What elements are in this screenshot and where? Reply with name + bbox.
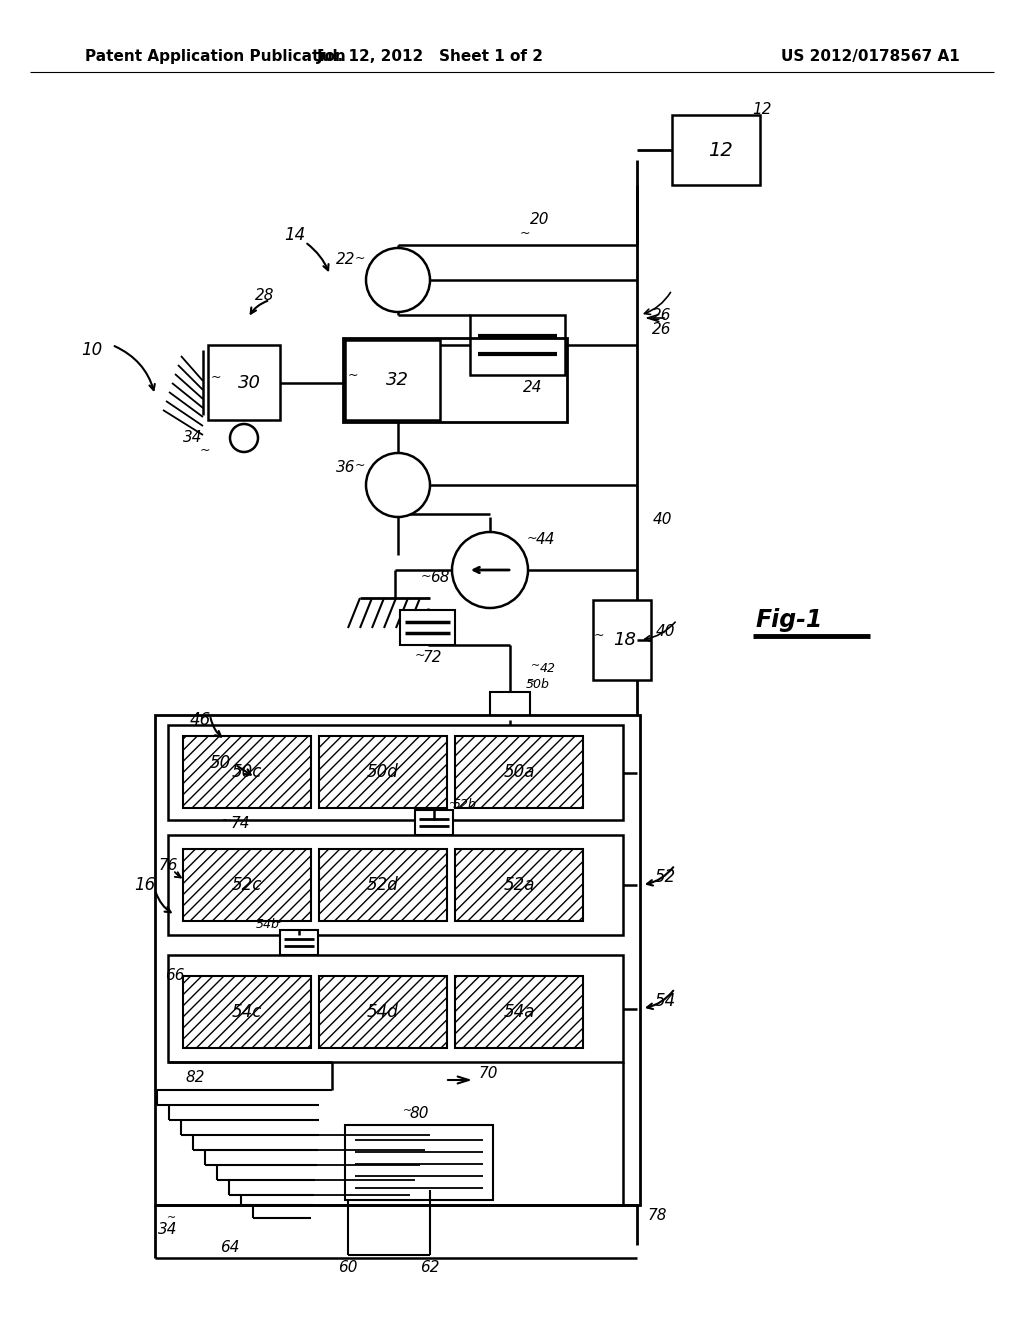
Text: 46: 46 xyxy=(189,711,211,729)
Text: ~: ~ xyxy=(531,661,541,671)
Text: 40: 40 xyxy=(652,512,672,528)
Circle shape xyxy=(230,424,258,451)
Text: 12: 12 xyxy=(753,103,772,117)
Text: 14: 14 xyxy=(285,226,305,244)
Bar xyxy=(208,345,280,420)
Text: 68: 68 xyxy=(430,570,450,586)
Text: 74: 74 xyxy=(230,816,250,830)
Text: 12: 12 xyxy=(708,140,733,160)
Text: US 2012/0178567 A1: US 2012/0178567 A1 xyxy=(781,49,961,65)
Text: 54d: 54d xyxy=(368,1003,399,1020)
Bar xyxy=(319,849,447,921)
Text: 22: 22 xyxy=(336,252,355,268)
Text: 52c: 52c xyxy=(231,876,262,894)
Bar xyxy=(155,715,640,1205)
Text: ~: ~ xyxy=(221,813,231,826)
Text: ~: ~ xyxy=(449,799,458,809)
Bar xyxy=(280,931,318,954)
Text: ~: ~ xyxy=(200,444,210,457)
Bar xyxy=(490,692,530,719)
Text: 24: 24 xyxy=(522,380,543,395)
Text: 34: 34 xyxy=(159,1222,178,1238)
Text: ~: ~ xyxy=(211,371,221,384)
Bar xyxy=(168,836,623,935)
Bar xyxy=(415,810,453,836)
Text: ~: ~ xyxy=(415,648,425,661)
Text: 50b: 50b xyxy=(526,677,550,690)
Text: 50d: 50d xyxy=(368,763,399,781)
Bar xyxy=(593,601,651,680)
Text: ~: ~ xyxy=(527,677,537,686)
Bar xyxy=(345,341,440,420)
Circle shape xyxy=(366,248,430,312)
Text: 70: 70 xyxy=(478,1065,498,1081)
Text: 64: 64 xyxy=(220,1241,240,1255)
Text: 32: 32 xyxy=(386,371,409,389)
Text: 42: 42 xyxy=(540,661,556,675)
Bar xyxy=(455,737,583,808)
Text: 76: 76 xyxy=(159,858,178,873)
Bar xyxy=(168,725,623,820)
Bar xyxy=(672,115,760,185)
Text: 52d: 52d xyxy=(368,876,399,894)
Circle shape xyxy=(366,453,430,517)
Text: ~: ~ xyxy=(421,569,431,582)
Text: 44: 44 xyxy=(536,532,555,548)
Bar xyxy=(168,954,623,1063)
Bar xyxy=(183,849,311,921)
Bar xyxy=(343,338,567,422)
Text: 72: 72 xyxy=(423,649,442,664)
Bar xyxy=(345,1125,493,1200)
Circle shape xyxy=(452,532,528,609)
Bar xyxy=(455,849,583,921)
Text: 54: 54 xyxy=(654,991,676,1010)
Text: 10: 10 xyxy=(81,341,102,359)
Text: 66: 66 xyxy=(165,968,184,982)
Text: 62: 62 xyxy=(420,1259,439,1275)
Text: 50: 50 xyxy=(209,754,230,771)
Text: 28: 28 xyxy=(255,288,274,302)
Text: 16: 16 xyxy=(134,876,156,894)
Text: Patent Application Publication: Patent Application Publication xyxy=(85,49,346,65)
Text: Fig-1: Fig-1 xyxy=(755,609,822,632)
Text: 20: 20 xyxy=(530,213,550,227)
Text: 18: 18 xyxy=(613,631,636,649)
Text: 52b: 52b xyxy=(453,799,477,812)
Text: 78: 78 xyxy=(647,1208,667,1222)
Text: ~: ~ xyxy=(354,458,366,471)
Text: ~: ~ xyxy=(526,532,538,544)
Text: 54c: 54c xyxy=(231,1003,262,1020)
Text: ~: ~ xyxy=(167,1213,176,1224)
Text: 50c: 50c xyxy=(231,763,262,781)
Text: 40: 40 xyxy=(655,624,675,639)
Text: 26: 26 xyxy=(652,322,672,338)
Text: 80: 80 xyxy=(410,1106,429,1121)
Text: 52a: 52a xyxy=(503,876,535,894)
Text: 82: 82 xyxy=(185,1071,205,1085)
Text: ~: ~ xyxy=(594,628,604,642)
Bar xyxy=(183,975,311,1048)
Text: 54a: 54a xyxy=(503,1003,535,1020)
Text: 50a: 50a xyxy=(503,763,535,781)
Text: 34: 34 xyxy=(183,430,203,446)
Bar xyxy=(319,737,447,808)
Text: 54b: 54b xyxy=(256,919,280,932)
Text: ~: ~ xyxy=(354,252,366,264)
Text: ~: ~ xyxy=(273,917,283,928)
Bar xyxy=(455,975,583,1048)
Text: ~: ~ xyxy=(520,227,530,239)
Bar xyxy=(319,975,447,1048)
Bar xyxy=(400,610,455,645)
Bar xyxy=(183,737,311,808)
Text: 30: 30 xyxy=(238,374,260,392)
Text: ~: ~ xyxy=(348,368,358,381)
Text: 52: 52 xyxy=(654,869,676,886)
Bar xyxy=(470,315,565,375)
Text: 36: 36 xyxy=(336,459,355,474)
Text: 60: 60 xyxy=(338,1259,357,1275)
Text: ~: ~ xyxy=(402,1106,412,1115)
Text: Jul. 12, 2012   Sheet 1 of 2: Jul. 12, 2012 Sheet 1 of 2 xyxy=(316,49,544,65)
Text: 26: 26 xyxy=(652,308,672,322)
